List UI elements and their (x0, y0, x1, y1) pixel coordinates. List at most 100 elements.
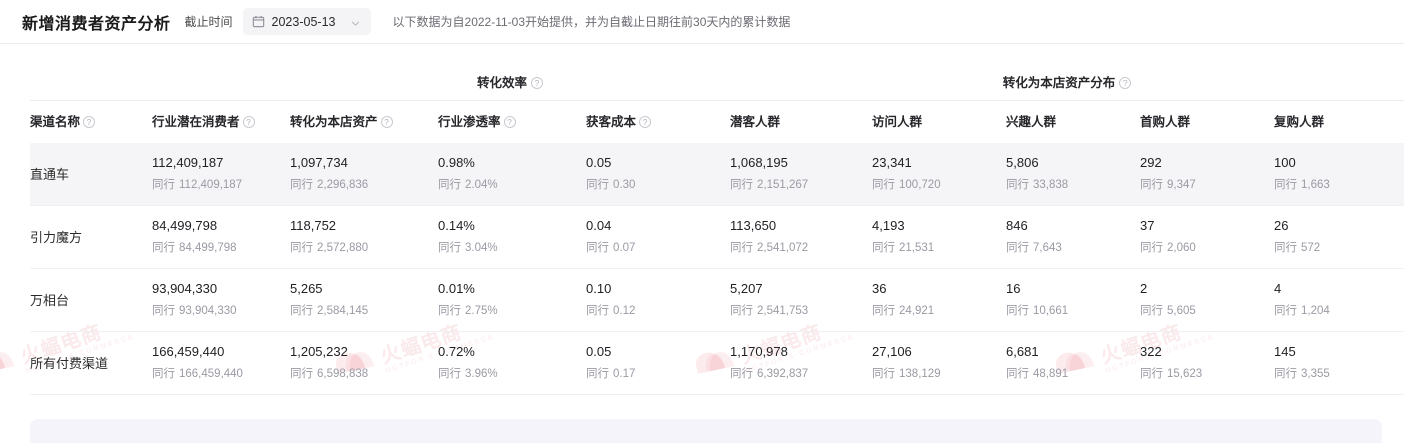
cell-industry-potential-consumers: 166,459,440 同行 166,459,440 (152, 331, 290, 395)
chevron-down-icon (350, 16, 361, 27)
peer-value: 15,623 (1167, 368, 1203, 381)
peer-value: 0.17 (613, 368, 636, 381)
column-header-industry-potential-consumers[interactable]: 行业潜在消费者 ? (152, 100, 290, 143)
cell-customer-acquisition-cost: 0.04 同行 0.07 (586, 205, 731, 269)
peer-label: 同行 (1006, 242, 1030, 255)
date-picker[interactable]: 2023-05-13 (242, 8, 371, 35)
peer-value: 6,392,837 (757, 368, 809, 381)
peer-label: 同行 (438, 179, 461, 192)
column-label-industry-penetration-rate: 行业渗透率 (438, 115, 501, 129)
peer-value: 2,572,880 (317, 242, 369, 255)
table-row[interactable]: 所有付费渠道 166,459,440 同行 166,459,440 1,205,2… (0, 331, 1404, 395)
cell-visit-audience: 4,193 同行 21,531 (872, 205, 1007, 269)
cell-first-purchase-audience: 2 同行 5,605 (1140, 268, 1275, 332)
peer-value: 1,663 (1301, 179, 1330, 192)
lead-pad-cell (0, 101, 30, 144)
help-icon-channel-name[interactable]: ? (83, 116, 96, 129)
table-body: 直通车 112,409,187 同行 112,409,187 1,097,734 … (0, 143, 1404, 395)
cell-prospect-audience: 5,207 同行 2,541,753 (730, 268, 873, 332)
help-icon-converted-to-store-asset[interactable]: ? (380, 116, 393, 129)
cell-repurchase-audience: 100 同行 1,663 (1274, 143, 1404, 206)
peer-value: 2,584,145 (317, 305, 369, 318)
peer-label: 同行 (152, 242, 175, 255)
column-header-channel-name[interactable]: 渠道名称 ? (30, 100, 152, 143)
cell-industry-penetration-rate: 0.98% 同行 2.04% (438, 143, 586, 206)
peer-value: 100,720 (899, 179, 941, 192)
peer-value: 138,129 (899, 368, 941, 381)
peer-label: 同行 (586, 179, 609, 192)
peer-value: 3.04% (465, 242, 498, 255)
peer-label: 同行 (1140, 242, 1164, 255)
cell-interest-audience: 846 同行 7,643 (1006, 205, 1141, 269)
peer-label: 同行 (1006, 368, 1030, 381)
cell-repurchase-audience: 4 同行 1,204 (1274, 268, 1404, 332)
peer-value: 0.12 (613, 305, 636, 318)
peer-value: 6,598,838 (317, 368, 369, 381)
column-label-visit-audience: 访问人群 (872, 115, 923, 129)
help-icon-asset-distribution[interactable]: ? (1119, 76, 1132, 89)
peer-label: 同行 (290, 305, 313, 318)
help-icon-customer-acquisition-cost[interactable]: ? (639, 116, 652, 129)
data-availability-hint: 以下数据为自2022-11-03开始提供，并为自截止日期往前30天内的累计数据 (392, 15, 791, 29)
peer-value: 3.96% (465, 368, 498, 381)
column-header-repurchase-audience[interactable]: 复购人群 (1274, 101, 1404, 144)
help-icon-industry-potential-consumers[interactable]: ? (242, 116, 255, 129)
cell-first-purchase-audience: 322 同行 15,623 (1140, 331, 1275, 395)
table-row[interactable]: 引力魔方 84,499,798 同行 84,499,798 118,752 同行 2… (0, 205, 1404, 269)
column-header-visit-audience[interactable]: 访问人群 (872, 101, 1006, 144)
peer-value: 1,204 (1301, 305, 1330, 318)
peer-label: 同行 (152, 179, 175, 192)
cell-visit-audience: 36 同行 24,921 (872, 268, 1007, 332)
help-icon-industry-penetration-rate[interactable]: ? (503, 116, 516, 129)
column-header-customer-acquisition-cost[interactable]: 获客成本 ? (586, 101, 730, 144)
peer-value: 2,151,267 (757, 179, 809, 192)
group-label-asset-distribution: 转化为本店资产分布 (1002, 75, 1116, 90)
peer-value: 166,459,440 (179, 368, 243, 381)
peer-label: 同行 (290, 368, 313, 381)
column-header-first-purchase-audience[interactable]: 首购人群 (1140, 101, 1274, 144)
table-head: 转化效率 ? 转化为本店资产分布 ? (0, 72, 1404, 143)
table-row[interactable]: 直通车 112,409,187 同行 112,409,187 1,097,734 … (0, 143, 1404, 206)
column-label-repurchase-audience: 复购人群 (1274, 115, 1325, 129)
peer-label: 同行 (438, 242, 461, 255)
peer-label: 同行 (730, 368, 754, 381)
cell-industry-potential-consumers: 112,409,187 同行 112,409,187 (152, 143, 290, 206)
column-header-interest-audience[interactable]: 兴趣人群 (1006, 101, 1140, 144)
column-header-row: 渠道名称 ? 行业潜在消费者 ? 转化为本店资产 ? (0, 100, 1404, 144)
peer-value: 5,605 (1167, 305, 1196, 318)
page-header: 新增消费者资产分析 截止时间 2023-05-13 以下数据为自2022-11-… (0, 0, 1404, 44)
cell-converted-to-store-asset: 5,265 同行 2,584,145 (290, 268, 438, 332)
cell-prospect-audience: 1,170,978 同行 6,392,837 (730, 331, 873, 395)
cell-first-purchase-audience: 292 同行 9,347 (1140, 143, 1275, 206)
peer-label: 同行 (872, 305, 896, 318)
cell-visit-audience: 23,341 同行 100,720 (872, 143, 1007, 206)
lead-pad-cell (0, 269, 30, 332)
peer-label: 同行 (1140, 305, 1164, 318)
cell-first-purchase-audience: 37 同行 2,060 (1140, 205, 1275, 269)
peer-value: 3,355 (1301, 368, 1330, 381)
cell-interest-audience: 6,681 同行 48,891 (1006, 331, 1141, 395)
peer-value: 0.07 (613, 242, 636, 255)
peer-label: 同行 (1006, 179, 1030, 192)
column-label-first-purchase-audience: 首购人群 (1140, 115, 1191, 129)
column-label-channel-name: 渠道名称 (30, 115, 81, 129)
cell-interest-audience: 5,806 同行 33,838 (1006, 143, 1141, 206)
column-header-industry-penetration-rate[interactable]: 行业渗透率 ? (438, 101, 586, 144)
peer-value: 93,904,330 (179, 305, 237, 318)
lead-pad-cell (0, 206, 30, 269)
page-title: 新增消费者资产分析 (22, 15, 171, 33)
peer-label: 同行 (438, 305, 461, 318)
table-row[interactable]: 万相台 93,904,330 同行 93,904,330 5,265 同行 2,58… (0, 268, 1404, 332)
peer-value: 84,499,798 (179, 242, 237, 255)
cell-customer-acquisition-cost: 0.10 同行 0.12 (586, 268, 731, 332)
cell-repurchase-audience: 26 同行 572 (1274, 205, 1404, 269)
column-header-prospect-audience[interactable]: 潜客人群 (730, 101, 872, 144)
group-header-conversion-efficiency: 转化效率 ? (290, 72, 731, 101)
peer-label: 同行 (1140, 368, 1164, 381)
help-icon-conversion-efficiency[interactable]: ? (531, 76, 544, 89)
peer-label: 同行 (1274, 305, 1298, 318)
column-header-converted-to-store-asset[interactable]: 转化为本店资产 ? (290, 101, 438, 144)
column-label-prospect-audience: 潜客人群 (730, 115, 781, 129)
peer-label: 同行 (586, 242, 609, 255)
peer-value: 33,838 (1033, 179, 1069, 192)
